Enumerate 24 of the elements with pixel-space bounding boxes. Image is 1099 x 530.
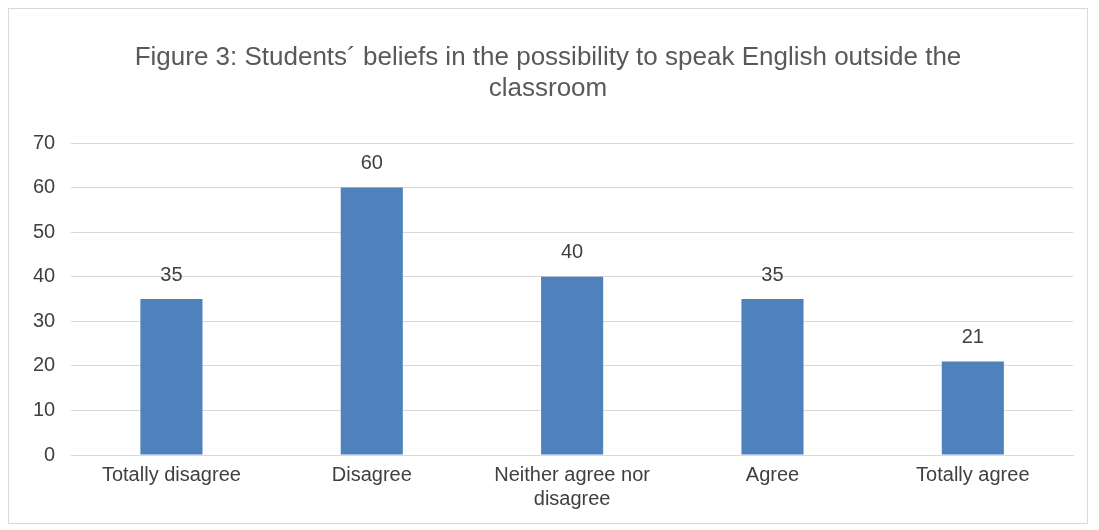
y-tick-label: 70 — [33, 130, 56, 153]
x-tick-label: Totally agree — [916, 462, 1030, 485]
y-tick-label: 60 — [33, 175, 56, 198]
y-tick-label: 10 — [33, 397, 56, 420]
bar — [741, 299, 804, 455]
bar — [941, 361, 1004, 455]
bar — [541, 276, 604, 455]
bar — [140, 299, 203, 455]
x-tick-label: Agree — [745, 462, 800, 485]
y-tick-label: 40 — [33, 264, 56, 287]
chart-title: Figure 3: Students´ beliefs in the possibility to speak English outside the classroom — [133, 40, 963, 104]
x-tick-label: Disagree — [331, 462, 412, 485]
bar — [340, 187, 403, 455]
y-tick-label: 30 — [33, 308, 56, 331]
y-tick-label: 0 — [44, 442, 56, 465]
data-label: 60 — [360, 151, 383, 174]
data-label: 35 — [160, 262, 183, 285]
data-label: 35 — [761, 262, 784, 285]
x-tick-label: Neither agree nor disagree — [494, 462, 651, 509]
y-tick-label: 20 — [33, 353, 56, 376]
x-tick-label: Totally disagree — [101, 462, 241, 485]
y-tick-label: 50 — [33, 219, 56, 242]
data-label: 21 — [961, 324, 984, 347]
data-label: 40 — [561, 240, 584, 263]
